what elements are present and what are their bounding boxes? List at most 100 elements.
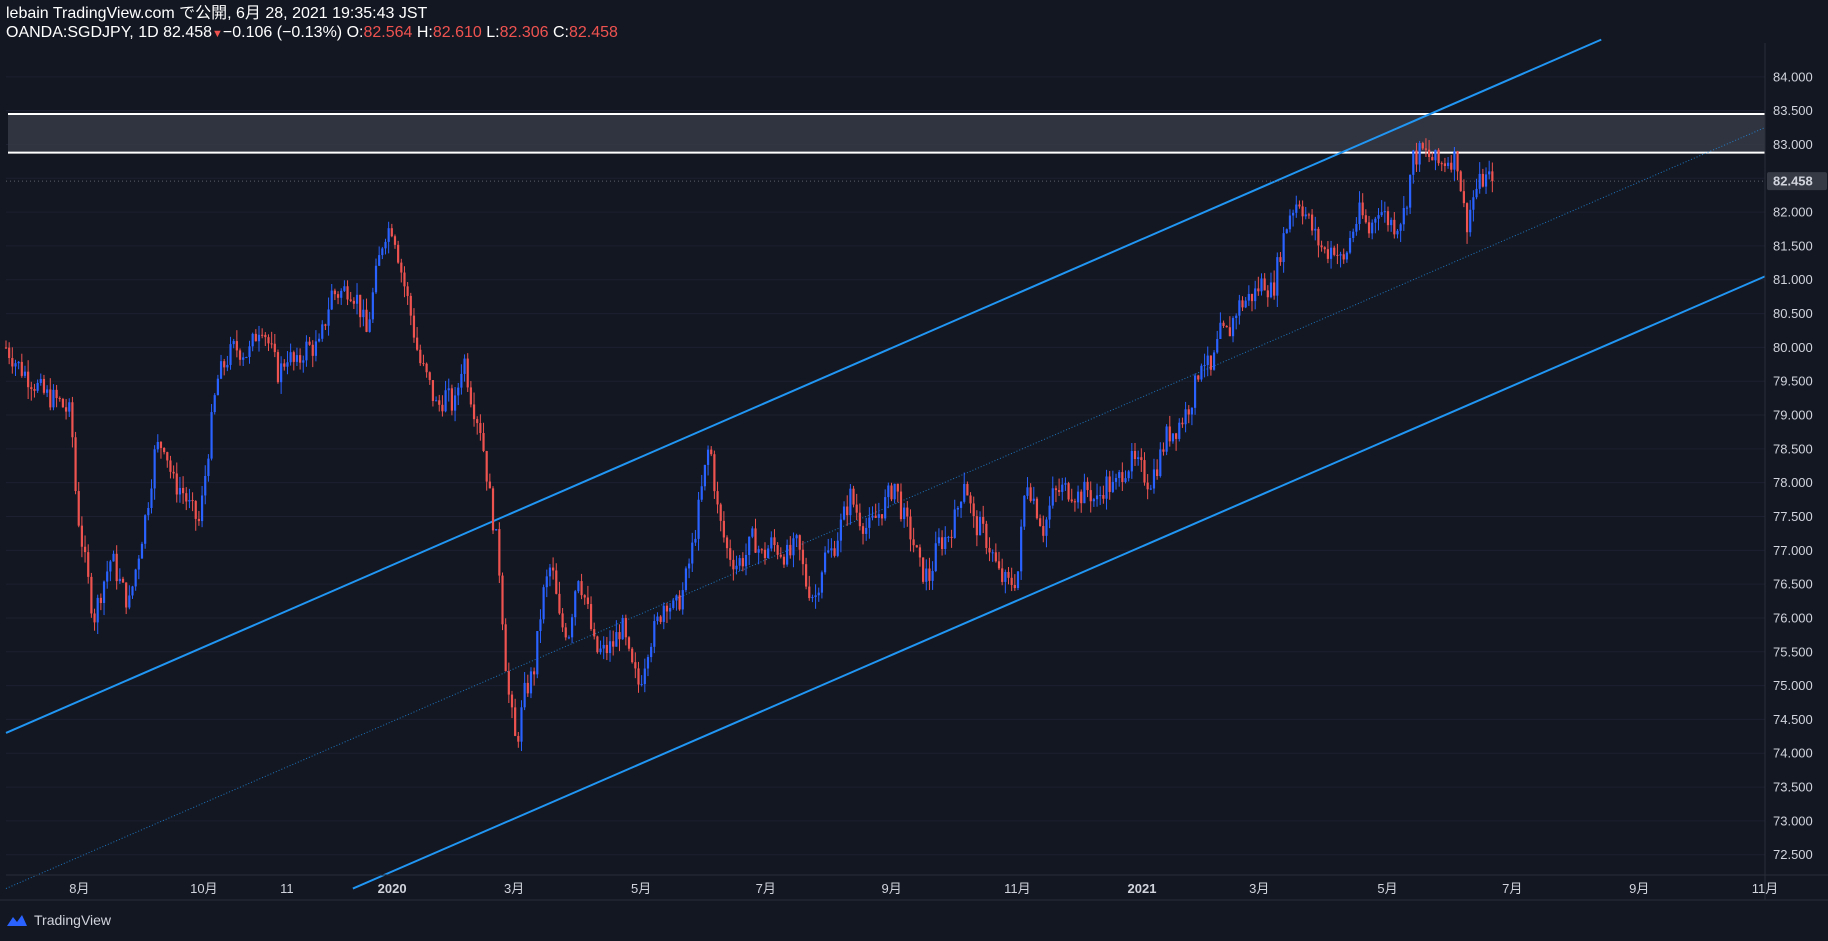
resistance-zone[interactable]	[8, 114, 1765, 153]
candle-body	[106, 571, 109, 582]
candle-body	[280, 363, 283, 383]
candle-body	[416, 337, 419, 350]
candle-body	[1111, 481, 1114, 492]
candle-body	[324, 324, 327, 326]
candle-body	[1301, 206, 1304, 217]
candle-body	[1446, 162, 1450, 166]
candle-body	[656, 616, 659, 622]
candle-body	[93, 613, 96, 623]
candle-body	[548, 567, 552, 577]
x-tick-label[interactable]: 9月	[882, 881, 902, 896]
channel-upper-line[interactable]	[5, 38, 1602, 734]
candle-body	[1266, 290, 1269, 298]
candle-body	[109, 561, 112, 572]
x-tick-label[interactable]: 5月	[1377, 881, 1397, 896]
x-tick-label[interactable]: 7月	[1502, 881, 1522, 896]
footer-brand[interactable]: TradingView	[6, 912, 111, 928]
time-axis[interactable]: 8月 10月 11 2020 3月 5月 7月 9月 11月 2021 3月 5月 7月 9月 11月	[69, 881, 1778, 896]
candle-body	[1086, 481, 1089, 491]
x-tick-label[interactable]: 11月	[1752, 881, 1779, 896]
candle-body	[390, 228, 393, 237]
candle-body	[371, 292, 374, 320]
candle-body	[517, 735, 520, 742]
candle-body	[937, 537, 941, 544]
candle-body	[226, 364, 229, 368]
x-tick-label[interactable]: 3月	[1249, 881, 1269, 896]
candle-body	[1130, 450, 1133, 472]
candle-body	[346, 286, 349, 300]
price-axis[interactable]: 84.00083.50083.00082.50082.00081.50081.0…	[1767, 69, 1827, 862]
candle-body	[890, 485, 893, 500]
candle-body	[333, 290, 336, 295]
candle-body	[235, 341, 238, 351]
candles	[4, 138, 1494, 752]
x-tick-label[interactable]: 10月	[190, 881, 217, 896]
candle-body	[1149, 488, 1152, 490]
candle-body	[147, 507, 150, 516]
candle-body	[1329, 247, 1333, 259]
candle-body	[507, 671, 510, 695]
close-label: C:	[552, 24, 569, 41]
candle-body	[1228, 327, 1231, 337]
candle-body	[729, 548, 732, 560]
x-tick-label[interactable]: 5月	[631, 881, 651, 896]
x-tick-label[interactable]: 2020	[378, 881, 407, 896]
candle-body	[697, 499, 700, 539]
candle-body	[387, 228, 390, 242]
candle-body	[719, 504, 722, 521]
candle-body	[83, 546, 87, 553]
candle-body	[39, 378, 42, 383]
channel-lower-line[interactable]	[352, 275, 1766, 890]
candle-body	[1371, 222, 1374, 234]
candle-body	[650, 646, 653, 658]
candle-body	[229, 344, 232, 365]
candle-body	[520, 707, 523, 742]
candle-body	[602, 644, 605, 649]
y-tick-label: 80.500	[1773, 306, 1813, 321]
candle-body	[640, 684, 643, 686]
x-tick-label[interactable]: 9月	[1629, 881, 1649, 896]
candle-body	[1431, 156, 1434, 161]
candle-body	[166, 452, 169, 461]
candle-body	[893, 483, 896, 500]
candle-body	[434, 400, 438, 402]
candle-body	[1453, 151, 1456, 170]
candle-body	[1209, 355, 1212, 370]
candle-body	[305, 341, 308, 361]
candle-body	[276, 352, 280, 383]
candle-body	[646, 657, 650, 669]
candle-body	[1070, 499, 1073, 502]
last-price-tag	[1767, 172, 1827, 191]
candle-body	[555, 570, 558, 594]
candle-body	[163, 447, 166, 453]
candle-body	[1307, 214, 1311, 216]
x-tick-label[interactable]: 11	[280, 881, 294, 896]
candle-body	[8, 347, 11, 359]
candle-body	[172, 471, 175, 474]
x-tick-label[interactable]: 3月	[504, 881, 524, 896]
candle-body	[1083, 481, 1086, 504]
candle-body	[219, 361, 223, 379]
x-tick-label[interactable]: 7月	[756, 881, 776, 896]
candle-body	[216, 378, 219, 396]
candle-body	[447, 388, 450, 391]
candle-body	[400, 262, 403, 273]
x-tick-label[interactable]: 2021	[1128, 881, 1157, 896]
candle-body	[1007, 571, 1010, 578]
y-tick-label: 78.500	[1773, 441, 1813, 456]
candle-body	[849, 488, 852, 516]
candle-body	[662, 605, 665, 622]
candle-body	[283, 363, 286, 367]
candle-body	[188, 499, 191, 502]
x-tick-label[interactable]: 11月	[1004, 881, 1031, 896]
candle-body	[1424, 148, 1428, 150]
candle-body	[836, 540, 839, 556]
candle-body	[102, 581, 106, 604]
drawing-overlays[interactable]	[5, 38, 1766, 890]
x-tick-label[interactable]: 8月	[69, 881, 89, 896]
candle-body	[438, 400, 441, 405]
candle-body	[539, 619, 542, 632]
candle-body	[242, 357, 245, 360]
symbol-label[interactable]: OANDA:SGDJPY, 1D	[6, 24, 159, 41]
